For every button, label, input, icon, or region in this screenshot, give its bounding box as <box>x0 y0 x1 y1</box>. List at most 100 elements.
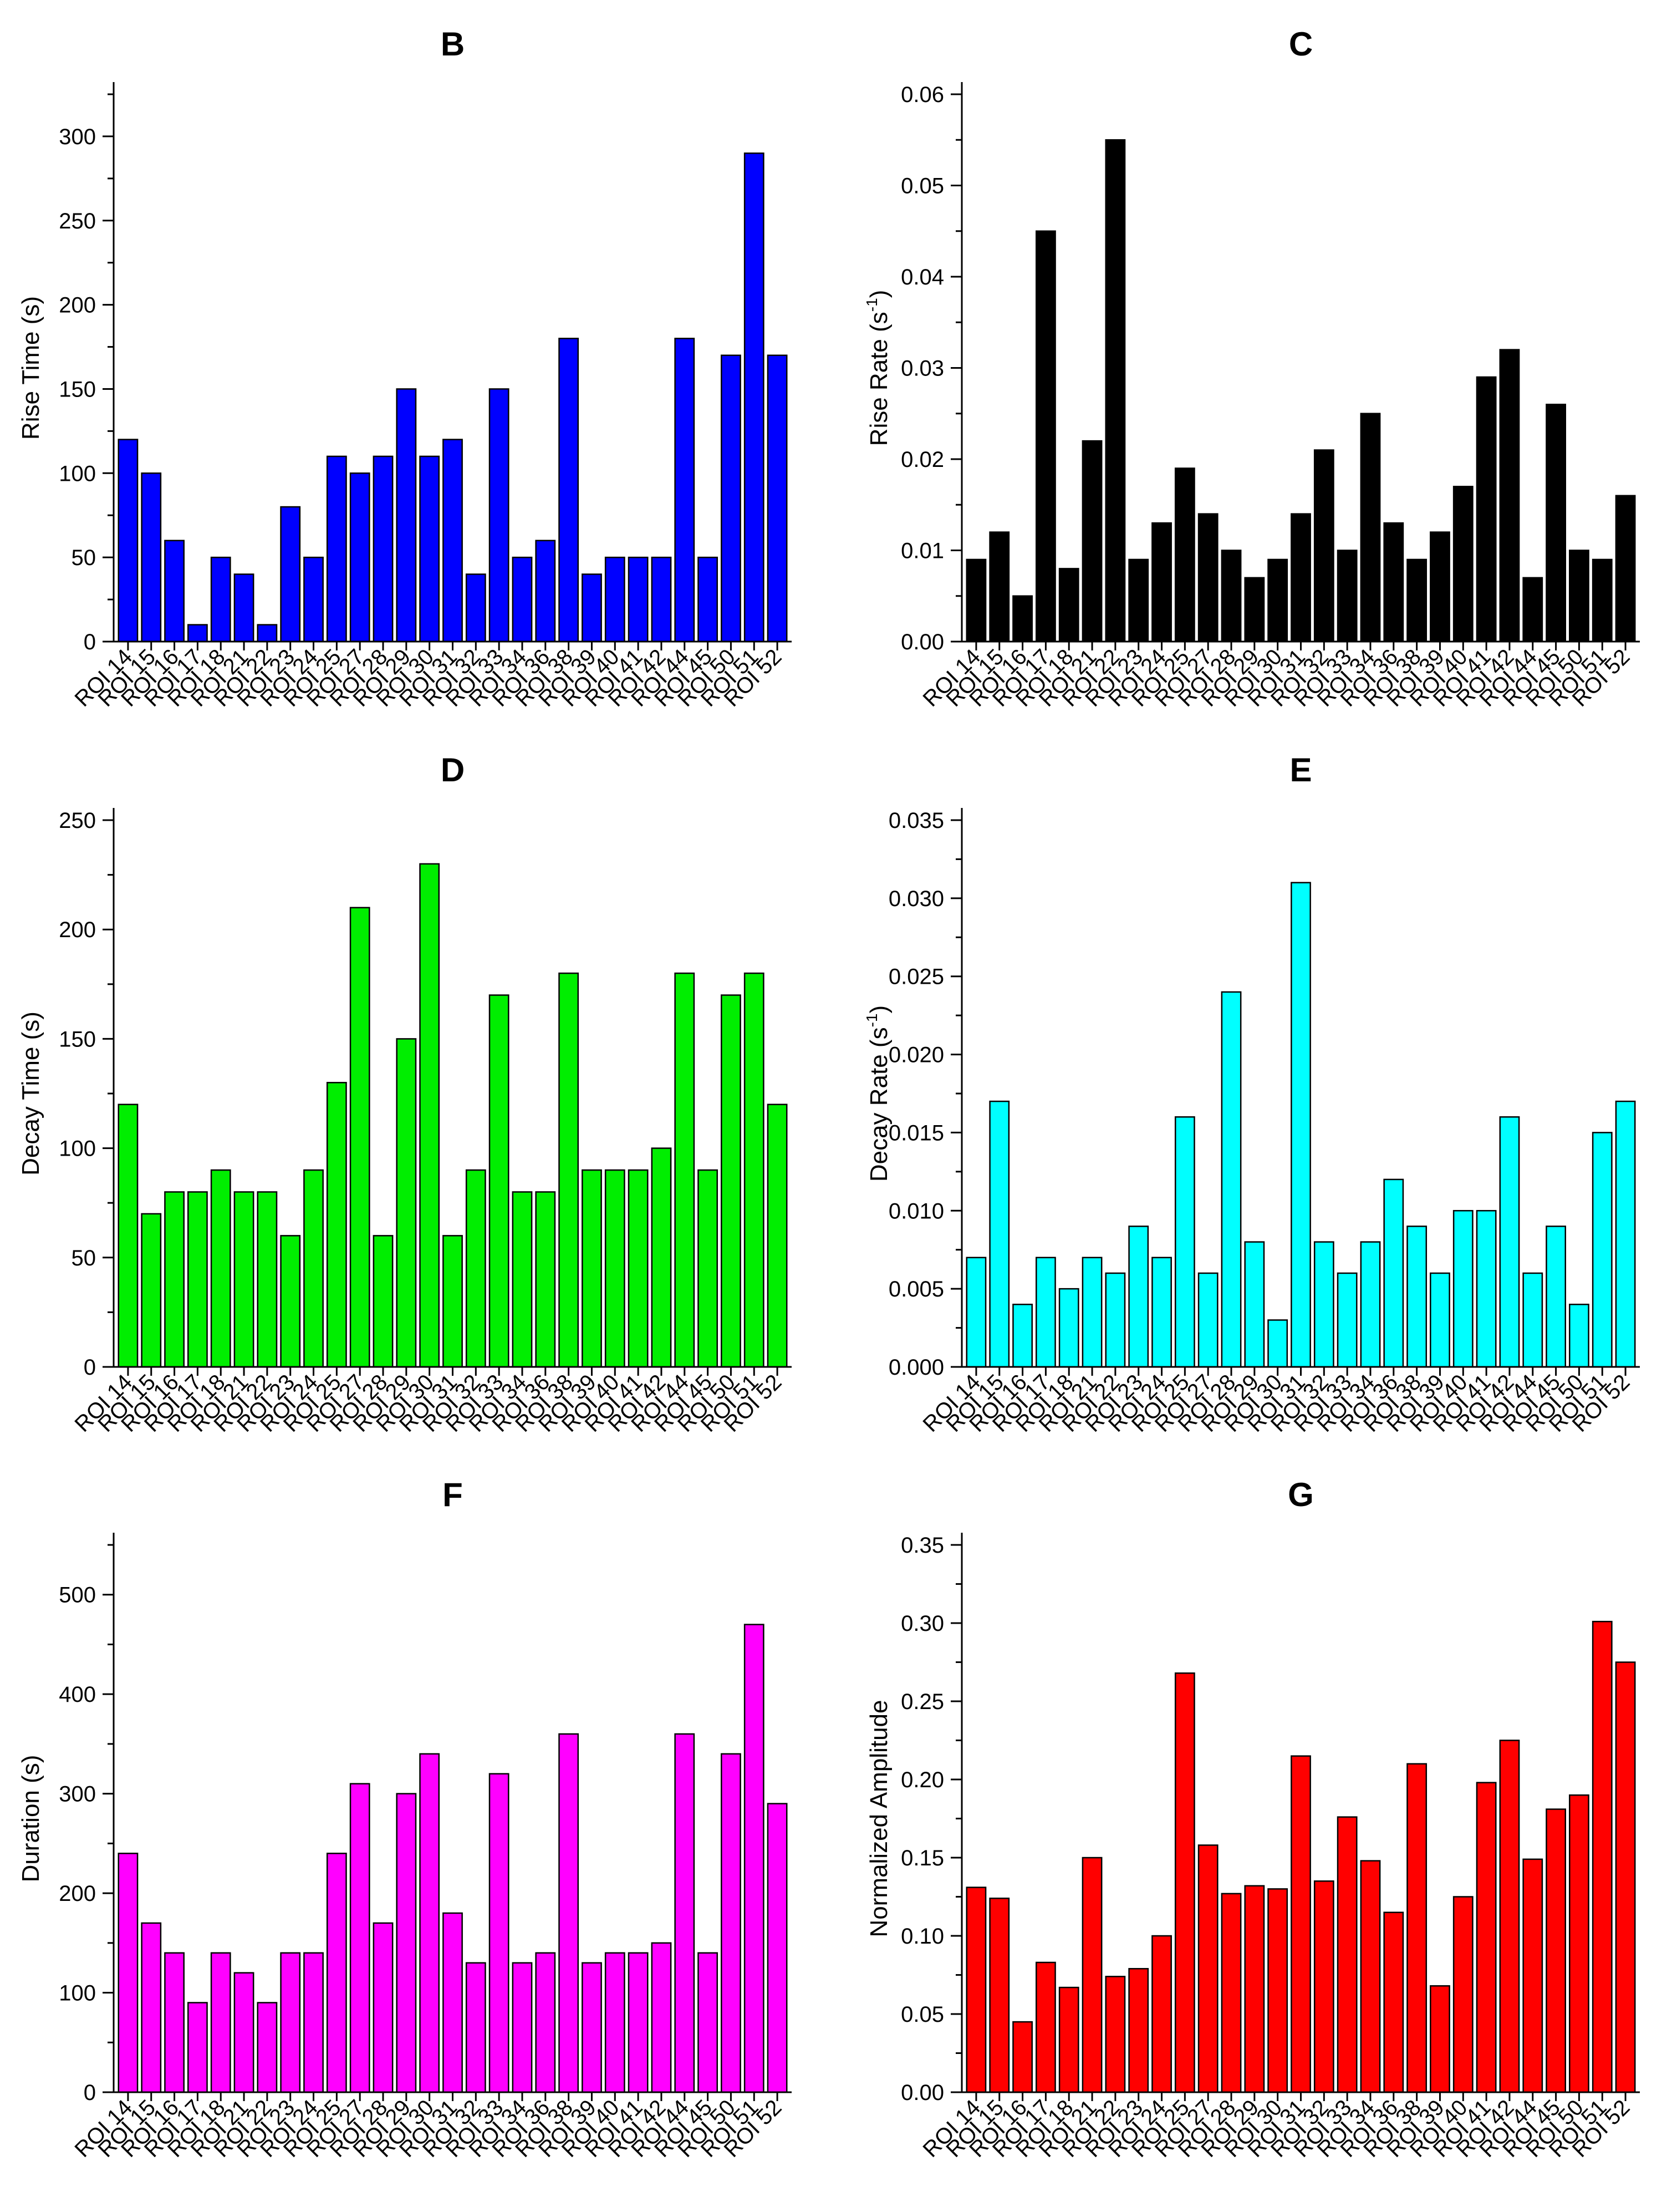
y-tick-label: 0.05 <box>901 174 944 199</box>
chart-title: B <box>441 26 465 63</box>
y-tick-label: 0.025 <box>889 965 944 989</box>
bar <box>1615 1100 1636 1368</box>
bar <box>966 1886 987 2093</box>
bar <box>1430 1985 1450 2093</box>
y-tick-label: 0.00 <box>901 630 944 654</box>
bar <box>628 1952 649 2093</box>
bar <box>1197 1272 1219 1368</box>
bar <box>326 455 347 643</box>
bar <box>1522 1858 1543 2093</box>
bar <box>326 1853 347 2093</box>
bar <box>349 472 370 643</box>
bar <box>1036 1961 1056 2093</box>
chart-title: C <box>1289 26 1313 63</box>
chart-panel-e: E 0.000 0.005 0.010 0.015 0.020 0.025 0.030 0.03… <box>863 751 1640 1437</box>
bar <box>1313 1880 1334 2093</box>
bar <box>1267 1319 1288 1368</box>
bar <box>1082 1857 1103 2093</box>
bar <box>164 1952 185 2093</box>
y-axis-label-text: Rise Rate (s <box>865 312 893 446</box>
bar <box>233 1191 254 1368</box>
bar <box>1406 1763 1428 2093</box>
y-tick-label: 300 <box>59 125 96 149</box>
bar <box>1476 1782 1497 2093</box>
y-tick-label: 0 <box>84 630 96 654</box>
bar <box>1012 1304 1033 1368</box>
bar <box>1058 1986 1079 2093</box>
bar <box>141 1922 162 2093</box>
y-tick-label: 300 <box>59 1782 96 1807</box>
bar <box>164 540 185 643</box>
bar <box>187 1191 208 1368</box>
bar <box>465 1169 486 1368</box>
bar <box>966 558 987 643</box>
bar <box>1476 376 1497 643</box>
bar <box>651 1147 672 1368</box>
bar <box>1313 449 1334 643</box>
y-tick-label: 0.000 <box>889 1355 944 1380</box>
bar <box>1221 1893 1242 2093</box>
y-axis-label: Decay Time (s) <box>17 1011 44 1176</box>
chart-title: G <box>1288 1476 1314 1513</box>
bar <box>442 439 463 643</box>
bar <box>558 972 579 1368</box>
bar <box>118 439 139 643</box>
bar <box>1151 522 1172 643</box>
bar <box>1151 1257 1172 1368</box>
bar <box>210 1169 231 1368</box>
bar <box>141 1213 162 1368</box>
chart-title: D <box>441 751 465 789</box>
bar <box>1615 1661 1636 2093</box>
y-axis-label-superscript: -1 <box>863 1013 880 1027</box>
bar <box>373 1235 394 1368</box>
y-axis-label-text: Decay Rate (s <box>865 1027 893 1182</box>
bar <box>233 573 254 643</box>
y-tick-label: 0.35 <box>901 1533 944 1558</box>
bar <box>582 573 602 643</box>
bar <box>1105 139 1126 643</box>
bar <box>465 1962 486 2093</box>
bar <box>419 1753 440 2093</box>
chart-title: F <box>442 1476 463 1513</box>
bar <box>1174 1672 1195 2093</box>
bar <box>512 1191 533 1368</box>
bar <box>512 556 533 643</box>
y-tick-label: 200 <box>59 918 96 942</box>
bar <box>396 388 417 643</box>
bar <box>1244 1241 1265 1368</box>
bar <box>535 540 556 643</box>
bar <box>1082 1257 1103 1368</box>
bar <box>1360 1860 1381 2093</box>
bar <box>743 1624 764 2093</box>
bar <box>721 354 741 643</box>
bar <box>257 1191 278 1368</box>
bar <box>349 907 370 1368</box>
y-tick-label: 0 <box>84 1355 96 1380</box>
y-tick-label: 0.010 <box>889 1199 944 1223</box>
y-tick-label: 50 <box>72 1246 96 1270</box>
bar <box>373 455 394 643</box>
bar <box>303 1952 324 2093</box>
bar <box>1592 1620 1613 2093</box>
y-tick-label: 150 <box>59 377 96 401</box>
bar <box>674 1733 695 2093</box>
y-tick-label: 0.005 <box>889 1277 944 1301</box>
bar <box>1105 1272 1126 1368</box>
bar <box>442 1912 463 2093</box>
bar <box>1337 1816 1358 2093</box>
bar <box>1360 1241 1381 1368</box>
bar <box>1383 1911 1404 2093</box>
bar <box>628 556 649 643</box>
bar <box>187 2002 208 2093</box>
y-tick-label: 0.02 <box>901 448 944 472</box>
bar <box>488 1773 509 2093</box>
y-tick-label: 250 <box>59 209 96 233</box>
y-tick-label: 500 <box>59 1583 96 1608</box>
bar <box>1012 595 1033 643</box>
y-axis-label: Normalized Amplitude <box>865 1700 893 1938</box>
bar <box>1036 1257 1056 1368</box>
bar <box>1221 991 1242 1368</box>
